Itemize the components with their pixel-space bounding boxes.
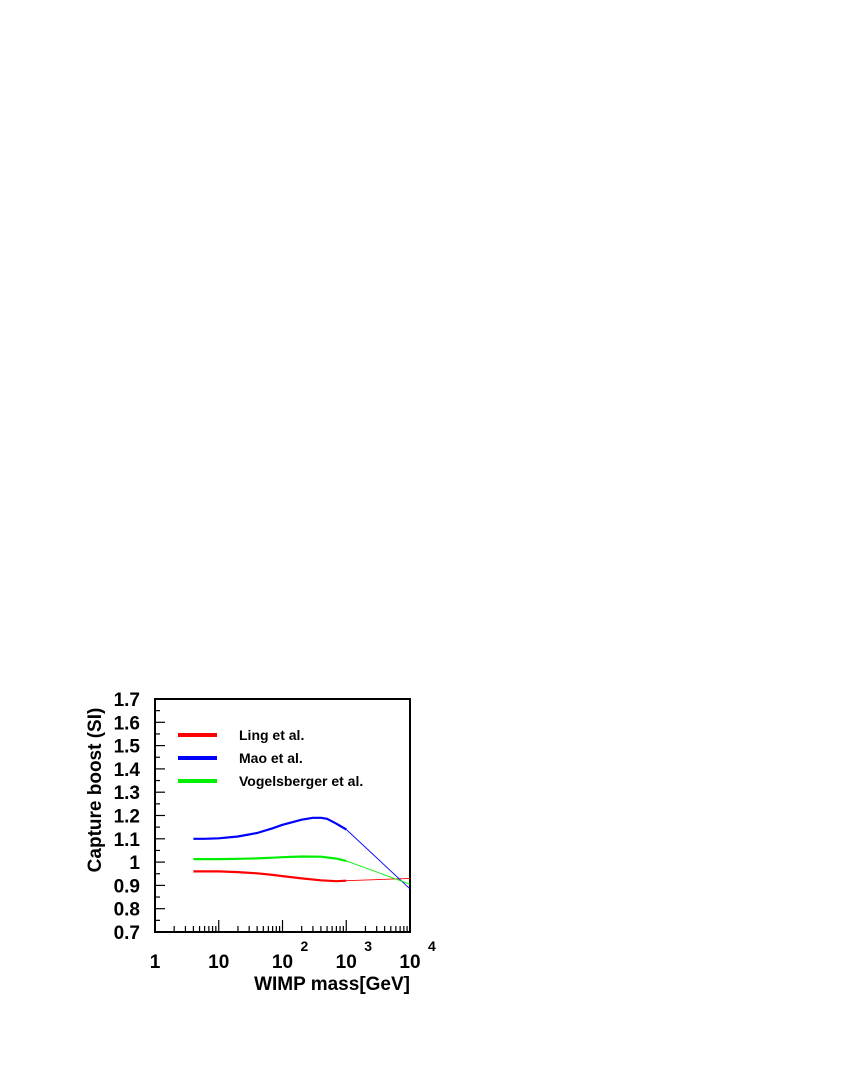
x-tick-exponent: 3 <box>364 938 372 954</box>
x-tick-label: 1 <box>150 952 161 973</box>
series-line <box>193 816 347 840</box>
x-tick-exponent: 4 <box>428 938 436 954</box>
y-tick-label: 1.5 <box>114 737 141 758</box>
x-tick-label: 10 <box>272 952 293 973</box>
y-tick-label: 0.7 <box>114 923 140 944</box>
x-tick-label: 10 <box>399 952 420 973</box>
legend: Ling et al. Mao et al. Vogelsberger et al. <box>178 727 363 789</box>
y-tick-label: 1.4 <box>114 760 141 781</box>
y-tick-label: 1 <box>129 853 140 874</box>
axis-ticks <box>155 698 408 933</box>
legend-label: Vogelsberger et al. <box>239 773 363 789</box>
y-tick-label: 0.9 <box>114 876 140 897</box>
series-layer <box>193 816 411 890</box>
series-tail <box>346 860 411 885</box>
series-line <box>193 855 347 862</box>
x-tick-label: 10 <box>336 952 357 973</box>
y-axis-label: Capture boost (SI) <box>85 708 106 873</box>
series-line <box>193 870 347 883</box>
tick-labels: 0.70.80.911.11.21.31.41.51.61.71 10 102103… <box>114 690 436 973</box>
y-tick-label: 1.1 <box>114 830 141 851</box>
y-tick-label: 1.7 <box>114 690 140 711</box>
y-tick-label: 1.6 <box>114 713 140 734</box>
x-tick-exponent: 2 <box>301 938 309 954</box>
x-axis-label: WIMP mass[GeV] <box>254 974 410 995</box>
legend-label: Ling et al. <box>239 727 304 743</box>
y-tick-label: 1.3 <box>114 783 140 804</box>
series-tail <box>345 829 411 890</box>
y-tick-label: 0.8 <box>114 900 140 921</box>
y-tick-label: 1.2 <box>114 807 140 828</box>
legend-label: Mao et al. <box>239 750 303 766</box>
x-tick-label: 10 <box>208 952 229 973</box>
